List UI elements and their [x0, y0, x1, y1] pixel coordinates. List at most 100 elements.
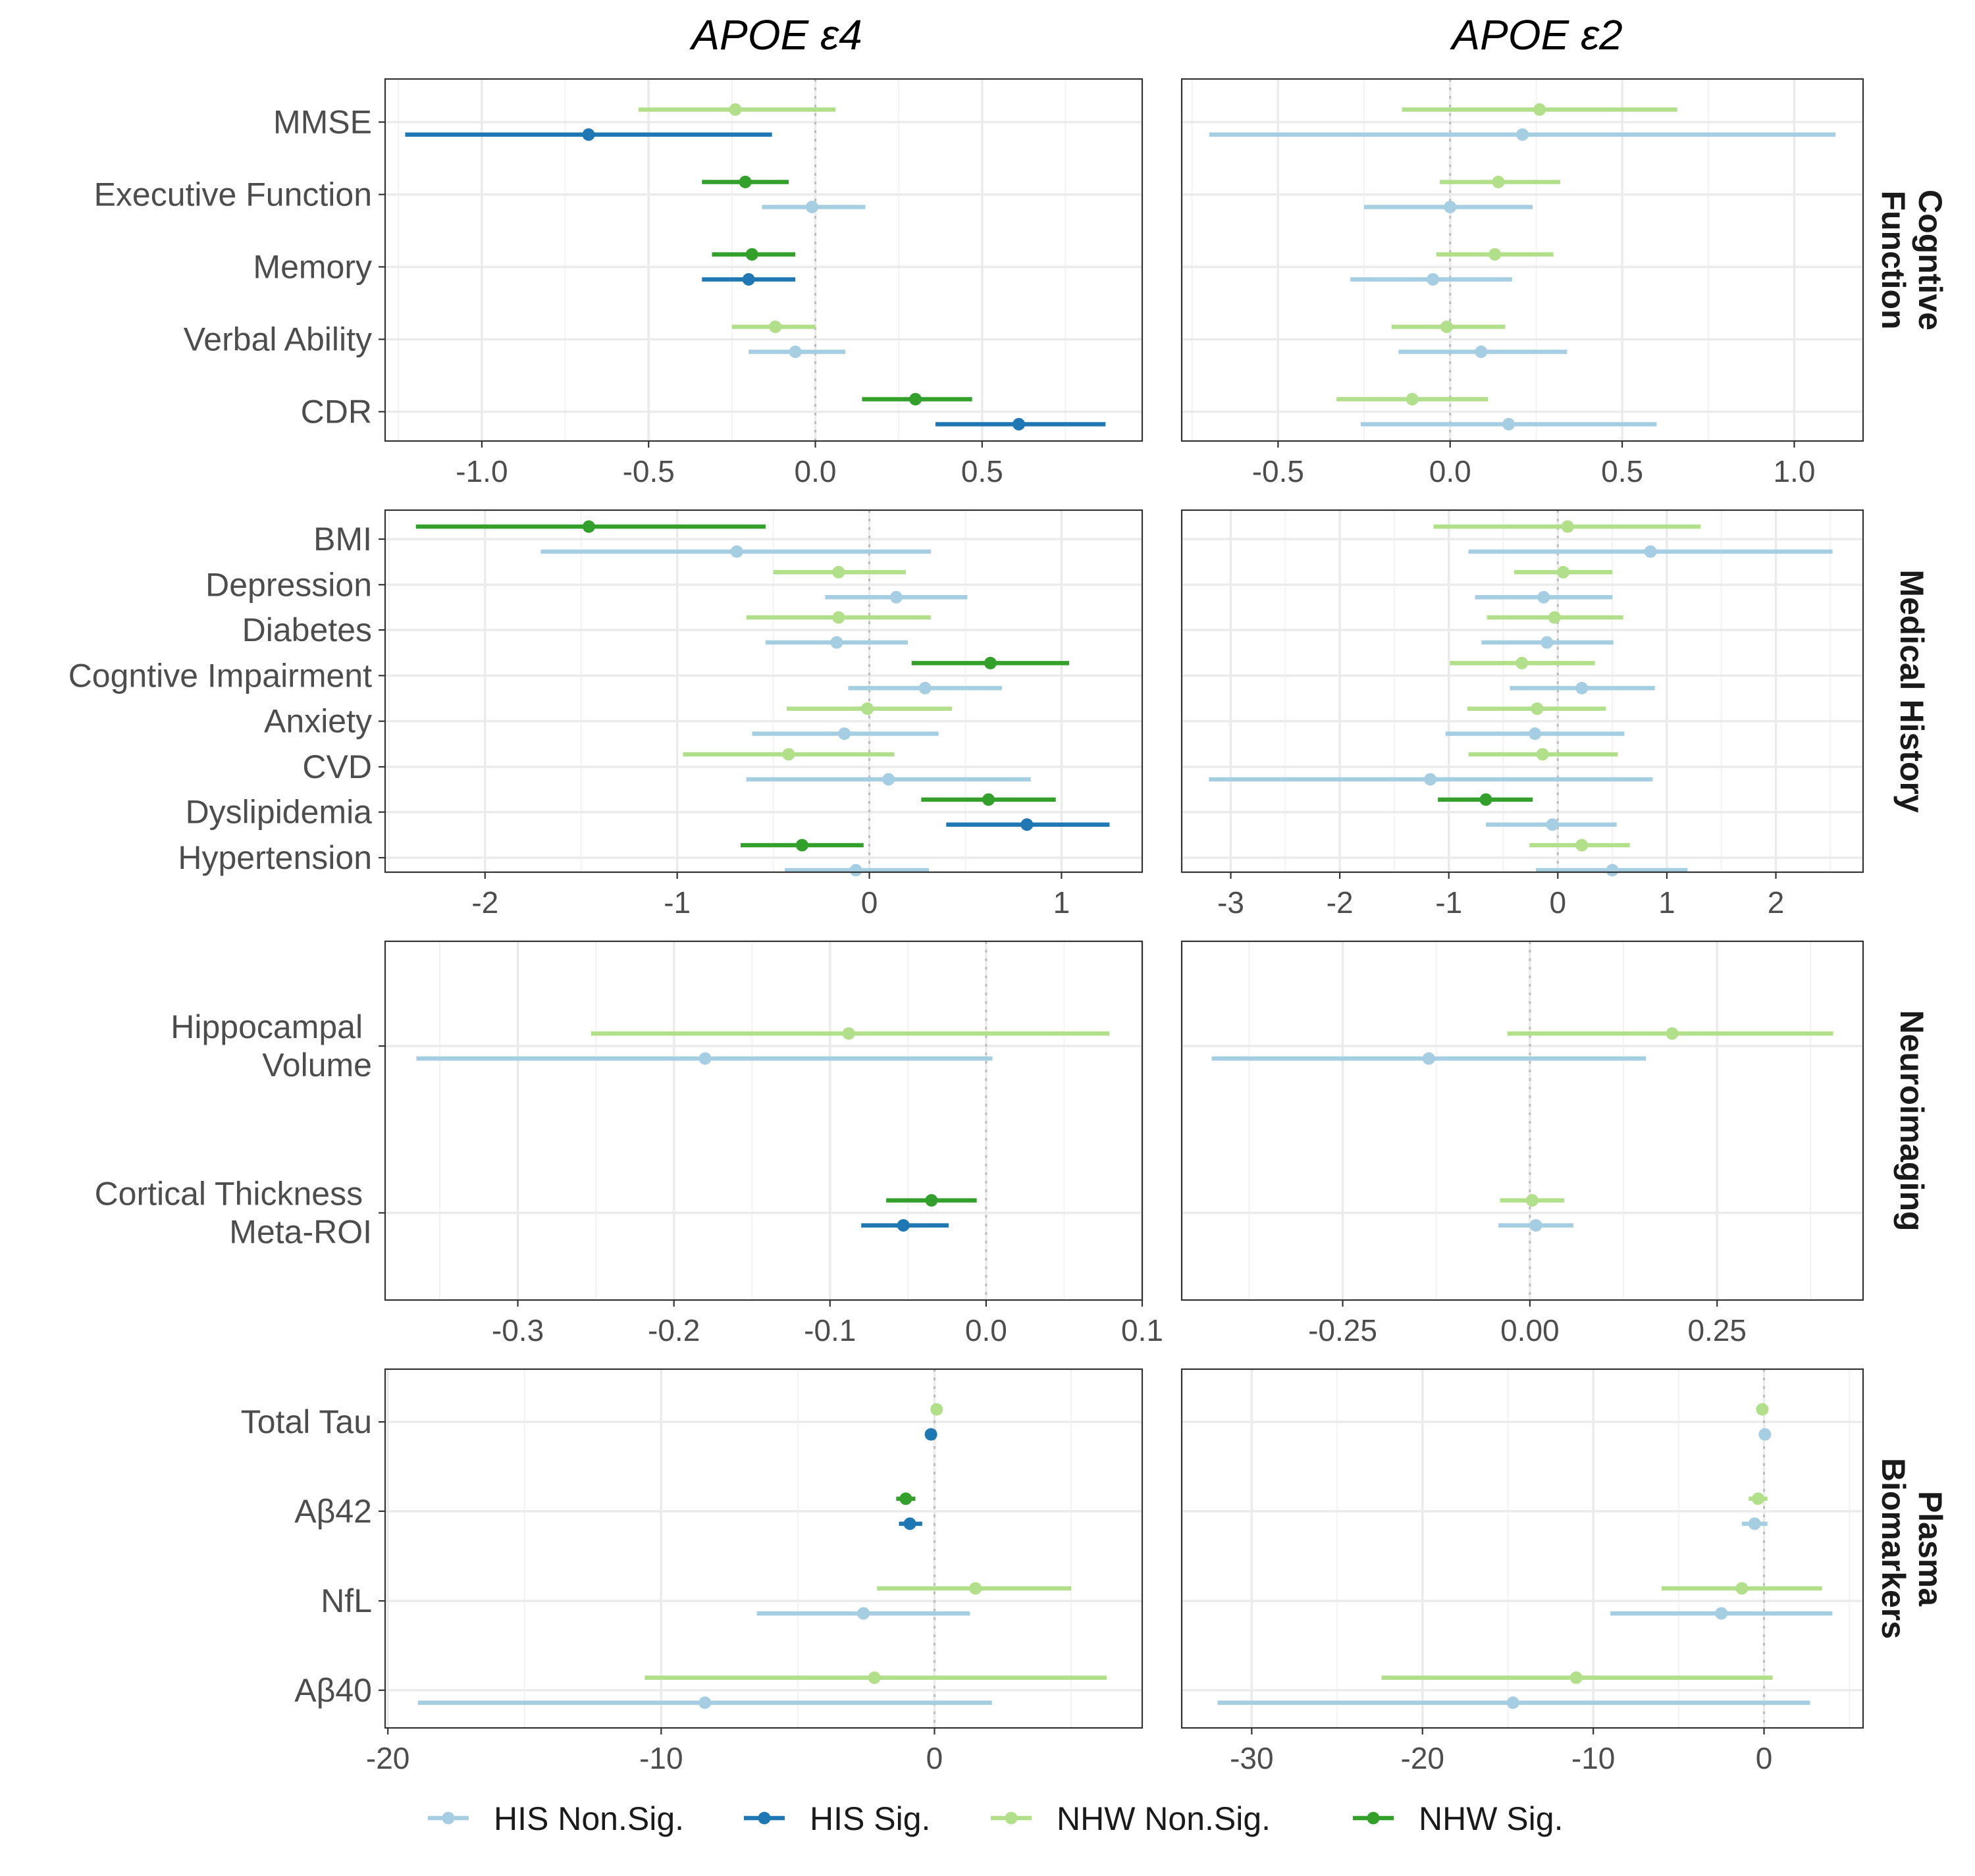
x-tick-label: 0.5 — [961, 454, 1003, 488]
x-tick-label: -20 — [1401, 1741, 1444, 1775]
point-estimate-nfl-his-non-sig — [1715, 1607, 1728, 1620]
point-estimate-a-42-his-sig — [903, 1517, 916, 1530]
x-tick-label: -0.2 — [648, 1313, 700, 1347]
estimate-executive-function-his-non-sig — [1364, 200, 1533, 213]
point-estimate-a-40-nhw-non-sig — [868, 1671, 881, 1684]
category-label-diabetes: Diabetes — [242, 612, 372, 648]
x-tick-label: 0 — [1550, 885, 1567, 920]
estimate-dyslipidemia-nhw-sig — [921, 793, 1056, 806]
estimate-bmi-nhw-sig — [415, 520, 766, 533]
estimate-a-42-nhw-non-sig — [1749, 1492, 1768, 1505]
point-estimate-total-tau-nhw-non-sig — [930, 1403, 943, 1416]
point-estimate-verbal-ability-his-non-sig — [1475, 345, 1488, 358]
point-estimate-executive-function-his-non-sig — [1444, 200, 1457, 213]
estimate-a-40-nhw-non-sig — [645, 1671, 1107, 1684]
panel-apoe-2-plasma-biomarkers: -30 -20 -10 0 — [1180, 1368, 1864, 1775]
category-labels: Hippocampal Volume Cortical Thickness Met… — [95, 1008, 385, 1251]
row-strip-titles: CogntiveFunction Medical History Neuroimag… — [1875, 190, 1949, 1639]
category-labels: Total Tau Aβ42 NfL Aβ40 — [241, 1403, 385, 1709]
x-tick-label: 0 — [861, 885, 878, 920]
x-axis: -0.25 0.00 0.25 — [1308, 1300, 1747, 1347]
category-label-total-tau: Total Tau — [241, 1403, 372, 1440]
category-label-cortical-thickness-meta-roi: Cortical Thickness Meta-ROI — [95, 1176, 372, 1251]
estimate-hippocampal-volume-nhw-non-sig — [1507, 1027, 1833, 1040]
point-estimate-cdr-his-sig — [1013, 417, 1026, 430]
point-estimate-a-42-his-non-sig — [1748, 1517, 1761, 1530]
category-label-a-42: Aβ42 — [294, 1493, 372, 1530]
point-estimate-verbal-ability-nhw-non-sig — [1440, 320, 1453, 333]
category-label-mmse: MMSE — [273, 103, 372, 140]
estimate-bmi-his-non-sig — [1468, 545, 1833, 558]
x-tick-label: -1 — [1435, 885, 1462, 920]
estimate-memory-nhw-sig — [712, 248, 796, 261]
estimate-cdr-his-sig — [935, 417, 1106, 430]
panel-border — [384, 509, 1144, 873]
point-estimate-mmse-nhw-non-sig — [729, 103, 742, 116]
column-title-apoe-e4: APOE ε4 — [689, 11, 862, 59]
estimate-a-42-nhw-sig — [896, 1492, 916, 1505]
legend-label: NHW Non.Sig. — [1057, 1800, 1271, 1837]
x-tick-label: -0.5 — [623, 454, 675, 488]
point-estimate-dyslipidemia-his-non-sig — [1546, 818, 1559, 831]
category-label-hypertension: Hypertension — [178, 839, 372, 876]
estimate-anxiety-his-non-sig — [752, 727, 939, 741]
strip-title-text: Neuroimaging — [1893, 1010, 1930, 1231]
estimate-depression-his-non-sig — [1475, 590, 1613, 604]
point-estimate-verbal-ability-nhw-non-sig — [769, 320, 782, 333]
x-axis: -1.0 -0.5 0.0 0.5 — [456, 441, 1003, 488]
category-label-executive-function: Executive Function — [94, 176, 372, 213]
x-tick-label: 0.0 — [1429, 454, 1471, 488]
point-estimate-diabetes-nhw-non-sig — [832, 611, 845, 624]
category-label-memory: Memory — [253, 248, 372, 285]
estimate-diabetes-his-non-sig — [1481, 636, 1614, 649]
panel-apoe-4-medical-history: -2 -1 0 1 — [384, 509, 1144, 920]
legend-label: NHW Sig. — [1419, 1800, 1563, 1837]
point-estimate-hippocampal-volume-his-non-sig — [698, 1052, 712, 1065]
point-estimate-a-40-his-non-sig — [698, 1696, 712, 1709]
point-estimate-nfl-his-non-sig — [857, 1607, 870, 1620]
category-label-hippocampal-volume: Hippocampal Volume — [171, 1008, 372, 1083]
point-estimate-anxiety-his-non-sig — [838, 727, 851, 741]
estimate-nfl-nhw-non-sig — [1661, 1582, 1822, 1595]
x-axis: -3 -2 -1 0 1 2 — [1217, 872, 1784, 920]
x-tick-label: -10 — [639, 1741, 683, 1775]
point-estimate-cortical-thickness-meta-roi-his-sig — [897, 1219, 910, 1232]
panel-grid: MMSE Executive Function Memory Verbal Abili… — [68, 78, 1864, 1775]
estimate-cortical-thickness-meta-roi-his-sig — [861, 1219, 949, 1232]
estimate-executive-function-nhw-sig — [702, 175, 789, 188]
estimate-cogntive-impairment-nhw-sig — [911, 656, 1070, 669]
point-estimate-depression-nhw-non-sig — [1557, 565, 1570, 579]
point-estimate-memory-his-non-sig — [1427, 273, 1440, 286]
estimate-a-42-his-sig — [899, 1517, 922, 1530]
point-estimate-mmse-his-sig — [582, 128, 595, 141]
x-tick-label: 1.0 — [1773, 454, 1815, 488]
estimate-mmse-nhw-non-sig — [639, 103, 835, 116]
category-label-nfl: NfL — [321, 1582, 372, 1619]
category-label-dyslipidemia: Dyslipidemia — [186, 794, 373, 831]
estimate-depression-his-non-sig — [825, 590, 968, 604]
point-estimate-total-tau-nhw-non-sig — [1756, 1403, 1769, 1416]
x-tick-label: -0.5 — [1252, 454, 1304, 488]
estimate-hypertension-his-non-sig — [785, 864, 930, 877]
point-estimate-cvd-nhw-non-sig — [1536, 748, 1549, 761]
point-estimate-diabetes-his-non-sig — [830, 636, 843, 649]
estimate-cvd-nhw-non-sig — [1468, 748, 1618, 761]
panel-apoe-2-neuroimaging: -0.25 0.00 0.25 — [1180, 940, 1864, 1347]
legend-item-nhw-sig: NHW Sig. — [1353, 1800, 1563, 1837]
x-tick-label: -2 — [471, 885, 498, 920]
category-label-verbal-ability: Verbal Ability — [184, 321, 372, 357]
point-estimate-cdr-nhw-sig — [909, 392, 922, 405]
x-axis: -30 -20 -10 0 — [1230, 1728, 1772, 1775]
x-tick-label: -10 — [1571, 1741, 1615, 1775]
point-estimate-mmse-nhw-non-sig — [1533, 103, 1546, 116]
estimate-hypertension-nhw-non-sig — [1529, 839, 1630, 852]
strip-title-cogntive-function: CogntiveFunction — [1875, 190, 1949, 330]
category-label-bmi: BMI — [313, 521, 372, 558]
estimate-executive-function-nhw-non-sig — [1440, 175, 1560, 188]
strip-title-plasma-biomarkers: PlasmaBiomarkers — [1875, 1458, 1949, 1639]
point-estimate-diabetes-nhw-non-sig — [1548, 611, 1561, 624]
point-estimate-memory-his-sig — [742, 273, 755, 286]
estimate-nfl-his-non-sig — [1610, 1607, 1833, 1620]
estimate-a-40-nhw-non-sig — [1381, 1671, 1773, 1684]
point-estimate-bmi-his-non-sig — [1644, 545, 1657, 558]
